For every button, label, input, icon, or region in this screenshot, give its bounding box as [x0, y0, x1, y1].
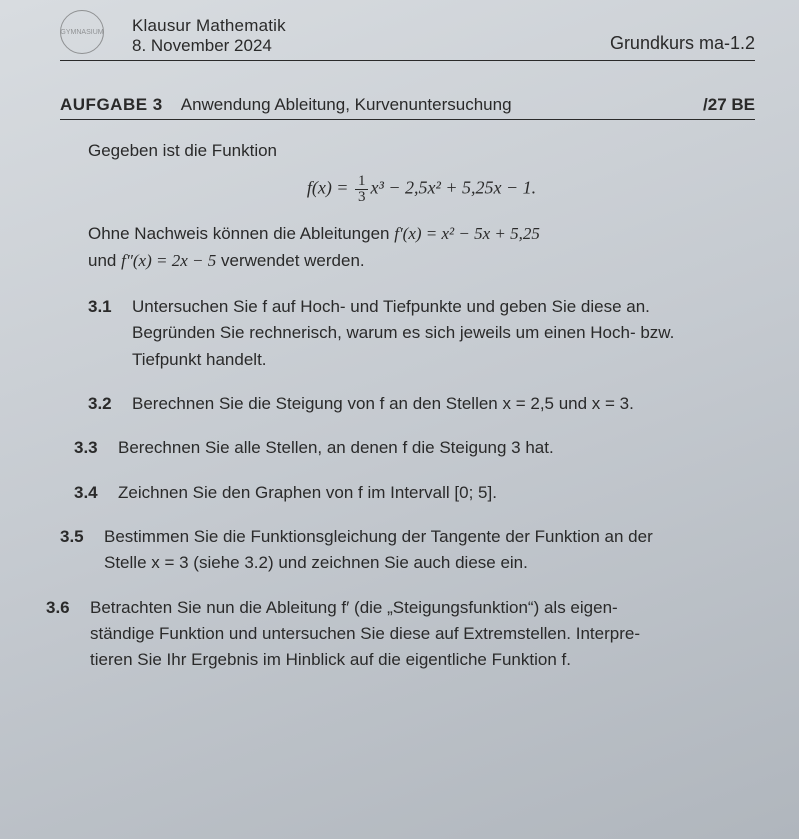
- task-body: Gegeben ist die Funktion f(x) = 1 3 x³ −…: [60, 138, 755, 674]
- intro-text: Gegeben ist die Funktion: [88, 138, 755, 164]
- sub-num-3-2: 3.2: [88, 391, 132, 417]
- given-2c: verwendet werden.: [221, 251, 365, 270]
- exam-date: 8. November 2024: [132, 36, 286, 56]
- task-points: /27 BE: [703, 95, 755, 115]
- subtask-3-6: 3.6 Betrachten Sie nun die Ableitung f′ …: [46, 595, 755, 674]
- sub-text-3-5: Bestimmen Sie die Funktionsgleichung der…: [104, 524, 755, 577]
- s35-l2: Stelle x = 3 (siehe 3.2) und zeichnen Si…: [104, 553, 528, 572]
- s36-l1: Betrachten Sie nun die Ableitung f′ (die…: [90, 598, 618, 617]
- frac-den: 3: [355, 190, 369, 205]
- exam-page: GYMNASIUM Klausur Mathematik 8. November…: [0, 0, 799, 712]
- s31-l3: Tiefpunkt handelt.: [132, 350, 267, 369]
- s35-l1: Bestimmen Sie die Funktionsgleichung der…: [104, 527, 653, 546]
- task-header: AUFGABE 3 Anwendung Ableitung, Kurvenunt…: [60, 95, 755, 120]
- formula-tail: x³ − 2,5x² + 5,25x − 1.: [370, 178, 536, 198]
- s31-l2: Begründen Sie rechnerisch, warum es sich…: [132, 323, 674, 342]
- sub-text-3-1: Untersuchen Sie f auf Hoch- und Tiefpunk…: [132, 294, 755, 373]
- s36-l3: tieren Sie Ihr Ergebnis im Hinblick auf …: [90, 650, 571, 669]
- given-1a: Ohne Nachweis können die Ableitungen: [88, 224, 394, 243]
- exam-title: Klausur Mathematik: [132, 16, 286, 36]
- sub-num-3-4: 3.4: [74, 480, 118, 506]
- subtask-3-3: 3.3 Berechnen Sie alle Stellen, an denen…: [74, 435, 755, 461]
- function-formula: f(x) = 1 3 x³ − 2,5x² + 5,25x − 1.: [88, 174, 755, 205]
- page-header: GYMNASIUM Klausur Mathematik 8. November…: [60, 10, 755, 61]
- subtask-3-4: 3.4 Zeichnen Sie den Graphen von f im In…: [74, 480, 755, 506]
- given-derivatives: Ohne Nachweis können die Ableitungen f′(…: [88, 221, 755, 274]
- task-title: Anwendung Ableitung, Kurvenuntersuchung: [181, 95, 703, 115]
- sub-text-3-4: Zeichnen Sie den Graphen von f im Interv…: [118, 480, 755, 506]
- sub-num-3-6: 3.6: [46, 595, 90, 674]
- subtask-3-5: 3.5 Bestimmen Sie die Funktionsgleichung…: [60, 524, 755, 577]
- sub-num-3-3: 3.3: [74, 435, 118, 461]
- given-2a: und: [88, 251, 121, 270]
- task-number: AUFGABE 3: [60, 95, 163, 115]
- header-left: GYMNASIUM Klausur Mathematik 8. November…: [60, 10, 286, 56]
- subtask-3-1: 3.1 Untersuchen Sie f auf Hoch- und Tief…: [88, 294, 755, 373]
- course-code: Grundkurs ma-1.2: [610, 33, 755, 54]
- given-1b: f′(x) = x² − 5x + 5,25: [394, 224, 540, 243]
- sub-num-3-5: 3.5: [60, 524, 104, 577]
- s36-l2: ständige Funktion und untersuchen Sie di…: [90, 624, 640, 643]
- frac-num: 1: [355, 174, 369, 190]
- school-seal: GYMNASIUM: [60, 10, 104, 54]
- subtask-3-2: 3.2 Berechnen Sie die Steigung von f an …: [88, 391, 755, 417]
- seal-text: GYMNASIUM: [60, 29, 103, 36]
- sub-text-3-2: Berechnen Sie die Steigung von f an den …: [132, 391, 755, 417]
- sub-text-3-6: Betrachten Sie nun die Ableitung f′ (die…: [90, 595, 755, 674]
- sub-text-3-3: Berechnen Sie alle Stellen, an denen f d…: [118, 435, 755, 461]
- given-2b: f″(x) = 2x − 5: [121, 251, 216, 270]
- sub-num-3-1: 3.1: [88, 294, 132, 373]
- s31-l1: Untersuchen Sie f auf Hoch- und Tiefpunk…: [132, 297, 650, 316]
- formula-lhs: f(x) =: [307, 178, 353, 198]
- formula-fraction: 1 3: [355, 174, 369, 205]
- title-block: Klausur Mathematik 8. November 2024: [132, 16, 286, 56]
